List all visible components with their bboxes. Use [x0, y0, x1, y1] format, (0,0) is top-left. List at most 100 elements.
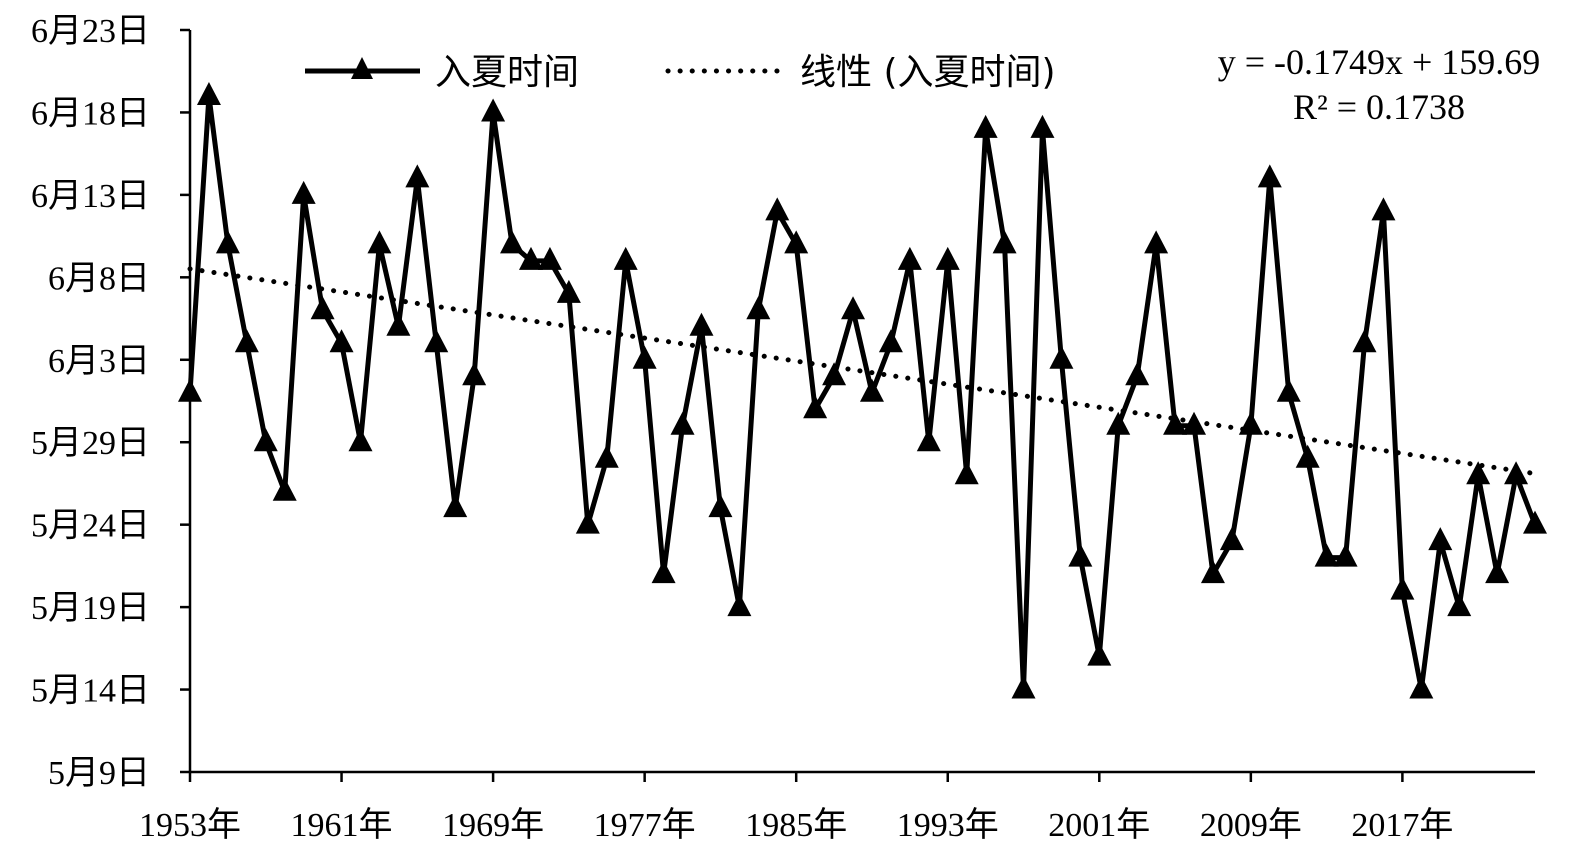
data-point-marker: [859, 378, 884, 402]
data-point-marker: [462, 362, 487, 386]
data-point-marker: [689, 312, 714, 336]
data-point-marker: [272, 477, 297, 501]
data-point-marker: [784, 230, 809, 254]
x-tick-label: 1961年: [291, 806, 393, 844]
data-point-marker: [537, 246, 562, 270]
data-point-marker: [1485, 560, 1510, 584]
data-point-marker: [1504, 461, 1529, 485]
data-point-marker: [1030, 114, 1055, 138]
trend-equation-text: y = -0.1749x + 159.69: [1218, 42, 1541, 82]
data-point-marker: [405, 164, 430, 188]
data-point-marker: [878, 329, 903, 353]
data-point-marker: [1011, 675, 1036, 699]
y-tick-label: 5月19日: [31, 590, 150, 627]
data-point-marker: [1049, 345, 1074, 369]
y-tick-label: 6月18日: [31, 95, 150, 132]
data-point-marker: [367, 230, 392, 254]
data-point-marker: [973, 114, 998, 138]
data-point-marker: [253, 428, 278, 452]
series-group: [178, 81, 1547, 699]
x-tick-label: 2017年: [1351, 806, 1453, 844]
legend-label-trend: 线性 (入夏时间): [800, 52, 1056, 93]
data-point-marker: [651, 560, 676, 584]
data-point-marker: [1276, 378, 1301, 402]
data-point-marker: [935, 246, 960, 270]
data-point-marker: [1352, 329, 1377, 353]
data-point-marker: [670, 411, 695, 435]
data-point-marker: [708, 494, 733, 518]
data-point-marker: [841, 296, 866, 320]
data-point-marker: [1144, 230, 1169, 254]
data-point-marker: [765, 197, 790, 221]
trend-equation: y = -0.1749x + 159.69 R² = 0.1738: [1218, 42, 1541, 127]
data-point-marker: [746, 296, 771, 320]
data-point-marker: [310, 296, 335, 320]
data-point-marker: [575, 510, 600, 534]
x-tick-label: 1969年: [442, 806, 544, 844]
data-point-marker: [1428, 527, 1453, 551]
data-point-marker: [1068, 543, 1093, 567]
x-tick-label: 1953年: [139, 806, 241, 844]
data-point-marker: [518, 246, 543, 270]
y-axis-ticks: 5月9日 5月14日 5月19日 5月24日 5月29日 6月3日 6月8日 6月13日 6月1…: [31, 13, 190, 792]
data-point-marker: [803, 395, 828, 419]
data-point-marker: [1182, 411, 1207, 435]
data-point-marker: [954, 461, 979, 485]
data-point-marker: [1257, 164, 1282, 188]
data-point-marker: [992, 230, 1017, 254]
data-point-marker: [1125, 362, 1150, 386]
data-point-marker: [215, 230, 240, 254]
y-tick-label: 6月3日: [48, 343, 150, 380]
data-point-marker: [1295, 444, 1320, 468]
data-point-marker: [1409, 675, 1434, 699]
series-line: [187, 93, 1538, 693]
x-axis-ticks: 1953年 1961年 1969年 1977年 1985年 1993年 2001年 2009年…: [139, 772, 1453, 844]
data-point-marker: [556, 279, 581, 303]
data-point-marker: [1447, 593, 1472, 617]
x-tick-label: 1993年: [897, 806, 999, 844]
data-point-marker: [897, 246, 922, 270]
data-point-marker: [1238, 411, 1263, 435]
data-point-marker: [178, 378, 202, 402]
y-tick-label: 6月13日: [31, 178, 150, 215]
data-point-marker: [424, 329, 449, 353]
data-point-marker: [822, 362, 847, 386]
data-point-marker: [632, 345, 657, 369]
y-tick-label: 6月8日: [48, 260, 150, 297]
y-tick-label: 5月14日: [31, 673, 150, 710]
data-point-marker: [348, 428, 373, 452]
data-point-marker: [727, 593, 752, 617]
data-point-marker: [234, 329, 259, 353]
data-point-marker: [1390, 576, 1415, 600]
x-tick-label: 1977年: [594, 806, 696, 844]
y-tick-label: 5月29日: [31, 425, 150, 462]
data-point-marker: [1163, 411, 1188, 435]
data-point-marker: [613, 246, 638, 270]
data-point-marker: [443, 494, 468, 518]
data-point-marker: [500, 230, 525, 254]
y-tick-label: 5月9日: [48, 755, 150, 792]
data-point-marker: [481, 98, 506, 122]
y-tick-label: 6月23日: [31, 13, 150, 50]
data-point-marker: [196, 81, 221, 105]
data-point-marker: [386, 312, 411, 336]
legend-label-series: 入夏时间: [435, 52, 579, 93]
data-point-marker: [1523, 510, 1547, 534]
legend-marker-triangle: [351, 57, 373, 79]
legend: 入夏时间 线性 (入夏时间): [305, 52, 1056, 93]
data-point-marker: [291, 180, 316, 204]
data-point-marker: [916, 428, 941, 452]
x-tick-label: 2009年: [1200, 806, 1302, 844]
data-point-marker: [1466, 461, 1491, 485]
y-tick-label: 5月24日: [31, 508, 150, 545]
data-point-marker: [1219, 527, 1244, 551]
data-point-marker: [1371, 197, 1396, 221]
x-tick-label: 2001年: [1048, 806, 1150, 844]
data-point-marker: [594, 444, 619, 468]
data-point-marker: [329, 329, 354, 353]
data-point-marker: [1333, 543, 1358, 567]
x-tick-label: 1985年: [745, 806, 847, 844]
data-point-marker: [1200, 560, 1225, 584]
data-point-marker: [1087, 642, 1112, 666]
